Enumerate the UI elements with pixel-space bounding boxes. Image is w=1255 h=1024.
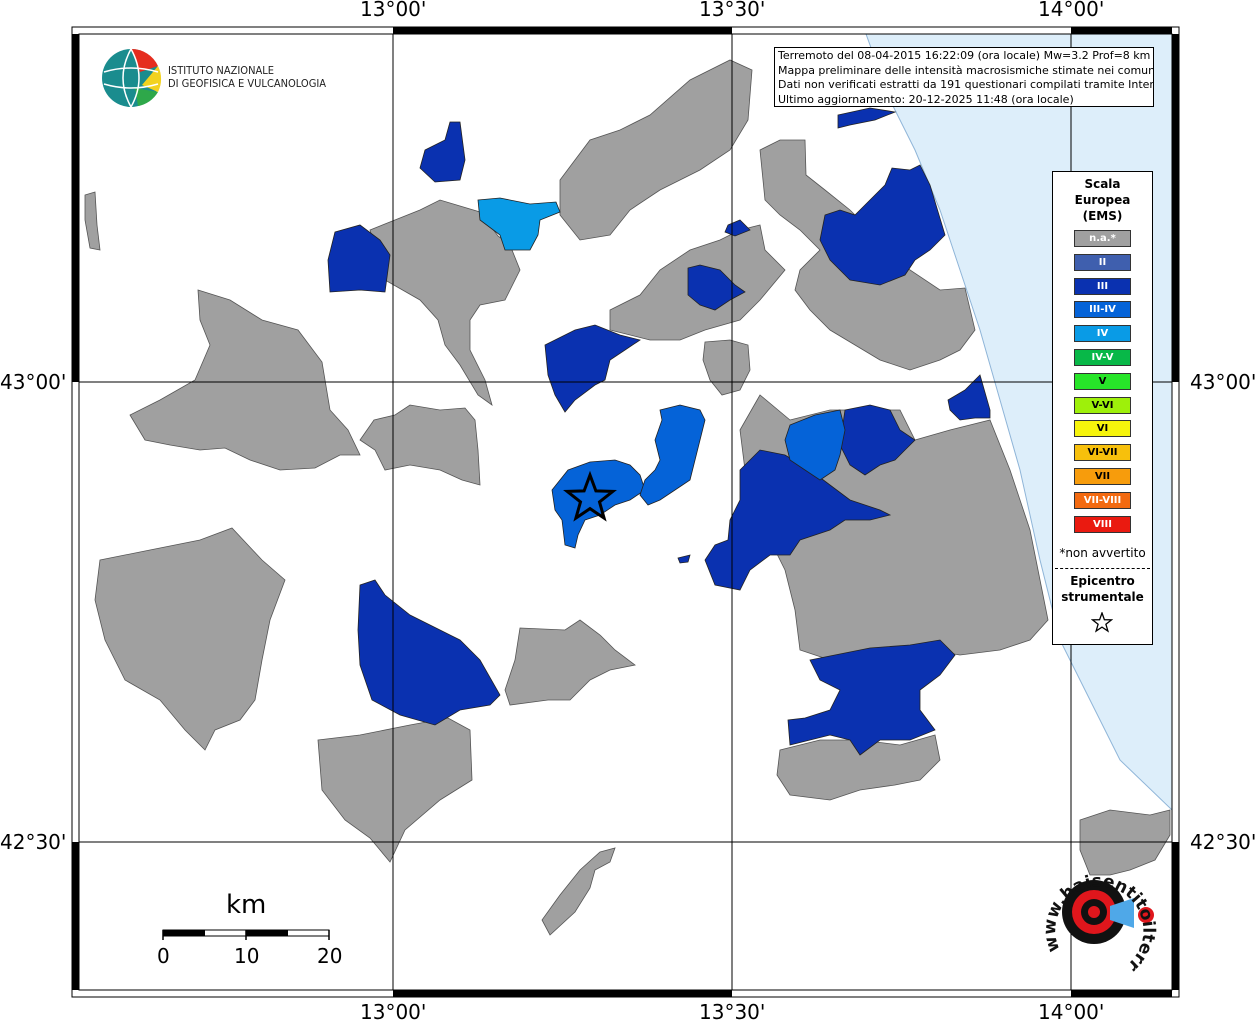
legend-item: VI (1074, 420, 1131, 438)
legend-title-line2: Europea (1074, 193, 1131, 207)
area-iii (544, 324, 641, 413)
legend-item: II (1074, 253, 1131, 271)
area-iii (837, 107, 897, 129)
area-iii (839, 404, 916, 476)
area-iv (477, 197, 561, 251)
coord-bottom-1400: 14°00' (1038, 1000, 1105, 1024)
legend-epicenter-line1: Epicentro (1070, 574, 1135, 588)
area-na (84, 191, 101, 251)
area-na (504, 619, 636, 706)
legend-star-icon (1091, 612, 1113, 633)
area-iii-iv (551, 459, 646, 549)
coord-bottom-1330: 13°30' (699, 1000, 766, 1024)
legend-item: n.a.* (1074, 230, 1131, 247)
coord-top-1400: 14°00' (1038, 0, 1105, 21)
area-iii-iv (639, 404, 706, 506)
coord-right-4300: 43°00' (1190, 370, 1255, 394)
area-na (94, 527, 286, 751)
legend-note: *non avvertito (1059, 546, 1146, 560)
area-na (359, 404, 481, 486)
coord-right-4230: 42°30' (1190, 830, 1255, 854)
area-iii (327, 224, 391, 293)
legend-item: VII (1074, 468, 1131, 485)
area-iii (724, 219, 751, 237)
scale-tick-10: 10 (234, 944, 260, 968)
info-line3: Dati non verificati estratti da 191 ques… (778, 78, 1154, 91)
ingv-logo-text: ISTITUTO NAZIONALE DI GEOFISICA E VULCAN… (168, 64, 326, 90)
area-iii (947, 374, 991, 421)
ingv-line1: ISTITUTO NAZIONALE (168, 64, 275, 77)
area-iii (787, 639, 956, 756)
area-iii (704, 449, 892, 591)
legend-item: VIII (1074, 515, 1131, 533)
coord-top-1300: 13°00' (360, 0, 427, 21)
legend-title-line1: Scala (1084, 177, 1121, 191)
info-line1: Terremoto del 08-04-2015 16:22:09 (ora l… (778, 49, 1151, 62)
scale-unit: km (226, 890, 267, 920)
area-na (559, 59, 753, 241)
legend-item: VII-VIII (1074, 491, 1131, 509)
legend-title-line3: (EMS) (1082, 209, 1123, 223)
legend-item: V (1074, 372, 1131, 390)
scale-tick-20: 20 (317, 944, 343, 968)
event-info-box: Terremoto del 08-04-2015 16:22:09 (ora l… (774, 47, 1154, 107)
area-iii (419, 121, 466, 183)
coord-left-4230: 42°30' (0, 830, 67, 854)
info-line4: Ultimo aggiornamento: 20-12-2025 11:48 (… (778, 92, 1074, 106)
coord-bottom-1300: 13°00' (360, 1000, 427, 1024)
legend-item: VI-VII (1074, 444, 1131, 462)
ingv-globe-icon (102, 48, 162, 108)
coord-top-1330: 13°30' (699, 0, 766, 21)
legend-epicenter-label: Epicentro strumentale (1053, 573, 1152, 605)
area-iii (677, 554, 691, 564)
ems-legend: Scala Europea (EMS) n.a.* II III III-IV IV IV… (1052, 171, 1153, 645)
scale-bar (162, 929, 330, 940)
area-iii (687, 264, 746, 311)
legend-epicenter-line2: strumentale (1061, 590, 1144, 604)
legend-item: III (1074, 277, 1131, 295)
coord-left-4300: 43°00' (0, 370, 67, 394)
area-na (541, 847, 616, 936)
ingv-line2: DI GEOFISICA E VULCANOLOGIA (168, 77, 327, 90)
area-na (702, 339, 751, 396)
legend-item: III-IV (1074, 301, 1131, 319)
legend-item: V-VI (1074, 396, 1131, 414)
info-line2: Mappa preliminare delle intensità macros… (778, 63, 1154, 77)
epicenter-star (563, 470, 617, 522)
area-na (129, 289, 361, 471)
area-iii-iv (784, 409, 846, 481)
legend-title: Scala Europea (EMS) (1053, 176, 1152, 224)
legend-item: IV (1074, 325, 1131, 343)
area-iii (819, 164, 946, 286)
area-na (317, 717, 473, 863)
legend-divider (1055, 568, 1150, 569)
legend-item: IV-V (1074, 349, 1131, 366)
scale-tick-0: 0 (157, 944, 170, 968)
